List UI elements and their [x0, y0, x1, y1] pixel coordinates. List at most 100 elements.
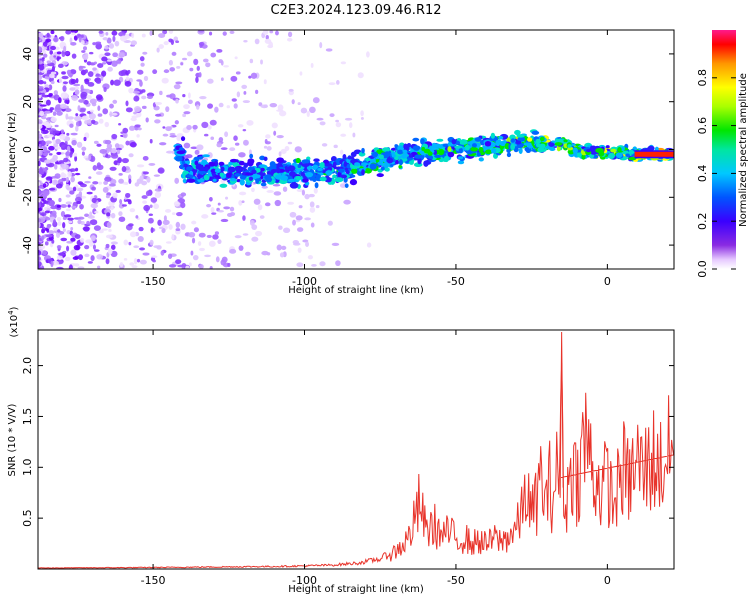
- noise-blob: [269, 30, 274, 34]
- noise-blob: [148, 162, 156, 166]
- noise-blob: [203, 133, 209, 137]
- noise-blob: [208, 197, 213, 202]
- noise-blob: [38, 250, 42, 256]
- ridge-blob: [314, 182, 319, 189]
- noise-blob: [153, 174, 161, 177]
- noise-blob: [165, 126, 172, 132]
- noise-blob: [88, 155, 92, 161]
- noise-blob: [149, 139, 153, 144]
- noise-blob: [262, 30, 269, 35]
- noise-blob: [136, 258, 141, 263]
- noise-blob: [73, 83, 81, 87]
- noise-blob: [104, 45, 109, 50]
- noise-blob: [118, 173, 123, 176]
- noise-blob: [196, 144, 204, 151]
- noise-blob: [105, 258, 110, 265]
- noise-blob: [159, 142, 167, 146]
- noise-blob: [41, 235, 45, 241]
- noise-blob: [48, 187, 56, 191]
- noise-blob: [75, 78, 79, 84]
- ridge-blob: [524, 147, 530, 152]
- noise-blob: [218, 136, 224, 143]
- noise-blob: [287, 201, 295, 205]
- noise-blob: [165, 241, 172, 244]
- noise-blob: [99, 148, 108, 154]
- ridge-blob: [202, 154, 210, 158]
- noise-blob: [115, 189, 121, 193]
- noise-blob: [208, 31, 213, 36]
- ridge-blob: [523, 142, 532, 146]
- noise-blob: [79, 108, 86, 113]
- ridge-blob: [324, 163, 333, 167]
- noise-blob: [63, 157, 69, 163]
- noise-blob: [39, 104, 47, 107]
- noise-blob: [40, 140, 46, 147]
- noise-blob: [61, 51, 66, 58]
- noise-blob: [154, 188, 162, 192]
- noise-blob: [216, 48, 223, 53]
- noise-blob: [62, 221, 66, 229]
- ridge-blob: [518, 147, 523, 155]
- noise-blob: [104, 139, 112, 145]
- noise-blob: [38, 46, 43, 53]
- noise-blob: [192, 254, 199, 261]
- noise-blob: [335, 119, 340, 123]
- noise-blob: [91, 197, 97, 204]
- noise-blob: [171, 233, 175, 240]
- noise-blob: [150, 197, 158, 203]
- noise-blob: [127, 223, 134, 227]
- noise-blob: [168, 224, 173, 230]
- ridge-blob: [204, 166, 209, 172]
- y-tick-label: 1.5: [21, 408, 34, 426]
- ridge-blob: [447, 146, 452, 153]
- noise-blob: [162, 219, 170, 225]
- noise-blob: [170, 39, 175, 46]
- ridge-blob: [274, 174, 283, 180]
- noise-blob: [152, 69, 158, 75]
- noise-blob: [45, 99, 51, 106]
- noise-blob: [70, 41, 77, 46]
- noise-blob: [98, 181, 103, 185]
- noise-blob: [38, 244, 46, 250]
- noise-blob: [259, 215, 265, 219]
- ridge-blob: [297, 164, 302, 169]
- ridge-blob: [408, 153, 413, 158]
- noise-blob: [93, 140, 99, 145]
- noise-blob: [118, 31, 126, 37]
- noise-blob: [67, 217, 74, 221]
- noise-blob: [124, 182, 129, 186]
- ridge-blob: [181, 160, 186, 165]
- noise-blob: [56, 244, 62, 249]
- noise-blob: [80, 93, 87, 100]
- noise-blob: [78, 99, 85, 103]
- noise-blob: [266, 190, 274, 193]
- noise-blob: [67, 204, 71, 208]
- noise-blob: [83, 136, 87, 142]
- noise-blob: [255, 230, 263, 237]
- noise-blob: [50, 45, 57, 51]
- noise-blob: [131, 32, 135, 39]
- noise-blob: [218, 102, 224, 108]
- noise-blob: [70, 78, 77, 85]
- noise-blob: [133, 245, 140, 249]
- noise-blob: [103, 180, 108, 185]
- noise-blob: [180, 223, 186, 230]
- noise-blob: [75, 125, 79, 132]
- noise-blob: [105, 234, 113, 239]
- noise-blob: [84, 245, 90, 250]
- noise-blob: [190, 250, 194, 256]
- ridge-blob: [182, 178, 187, 184]
- ridge-blob: [436, 138, 444, 142]
- noise-blob: [38, 69, 41, 73]
- noise-blob: [175, 259, 182, 265]
- noise-blob: [141, 195, 148, 199]
- noise-blob: [336, 80, 340, 85]
- noise-blob: [149, 239, 154, 246]
- noise-blob: [124, 80, 132, 87]
- noise-blob: [41, 228, 46, 234]
- noise-blob: [66, 240, 74, 244]
- noise-blob: [106, 59, 113, 62]
- ridge-blob: [510, 143, 516, 151]
- noise-blob: [248, 149, 252, 156]
- snr-peak: [559, 332, 564, 498]
